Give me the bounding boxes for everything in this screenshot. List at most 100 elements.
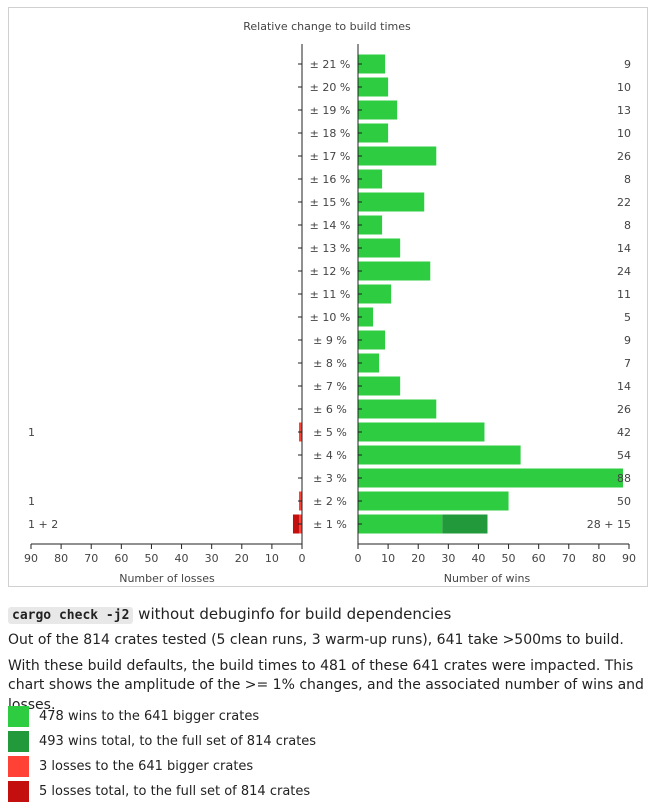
caption-title-rest: without debuginfo for build dependencies (133, 605, 452, 623)
win-bar (358, 330, 386, 350)
left-x-tick-label: 90 (24, 552, 38, 565)
win-bar (358, 514, 443, 534)
caption-title: cargo check -j2 without debuginfo for bu… (8, 604, 653, 625)
win-extra-bar (442, 514, 488, 534)
right-x-tick-label: 40 (471, 552, 485, 565)
category-label: ± 16 % (310, 173, 351, 186)
win-bar (358, 422, 485, 442)
category-label: ± 13 % (310, 242, 351, 255)
legend-label: 3 losses to the 641 bigger crates (39, 759, 254, 774)
win-count-label: 42 (617, 426, 631, 439)
win-count-label: 9 (624, 334, 631, 347)
win-bar (358, 445, 521, 465)
right-x-tick-label: 80 (592, 552, 606, 565)
category-label: ± 12 % (310, 265, 351, 278)
legend-item: 5 losses total, to the full set of 814 c… (8, 779, 316, 804)
category-label: ± 4 % (313, 449, 347, 462)
right-x-tick-label: 90 (622, 552, 636, 565)
left-x-tick-label: 70 (84, 552, 98, 565)
win-count-label: 10 (617, 81, 631, 94)
category-label: ± 14 % (310, 219, 351, 232)
loss-extra-bar (292, 514, 299, 534)
category-label: ± 15 % (310, 196, 351, 209)
left-x-tick-label: 50 (144, 552, 158, 565)
win-bar (358, 215, 383, 235)
category-label: ± 6 % (313, 403, 347, 416)
left-x-tick-label: 80 (54, 552, 68, 565)
win-bar (358, 100, 398, 120)
loss-count-label: 1 (28, 495, 35, 508)
loss-count-label: 1 + 2 (28, 518, 58, 531)
win-count-label: 54 (617, 449, 631, 462)
legend-label: 493 wins total, to the full set of 814 c… (39, 734, 317, 749)
win-bar (358, 491, 509, 511)
category-label: ± 1 % (313, 518, 347, 531)
legend: 478 wins to the 641 bigger crates 493 wi… (8, 704, 316, 804)
win-count-label: 8 (624, 219, 631, 232)
win-bar (358, 192, 425, 212)
left-x-tick-label: 40 (175, 552, 189, 565)
win-count-label: 88 (617, 472, 631, 485)
legend-swatch (8, 781, 29, 802)
chart-container: Relative change to build times ± 21 % 9 ± … (8, 7, 648, 587)
right-x-tick-label: 10 (381, 552, 395, 565)
left-x-tick-label: 0 (299, 552, 306, 565)
build-times-chart: Relative change to build times ± 21 % 9 ± … (24, 20, 636, 585)
chart-title: Relative change to build times (243, 20, 411, 33)
win-count-label: 9 (624, 58, 631, 71)
legend-item: 493 wins total, to the full set of 814 c… (8, 729, 316, 754)
category-label: ± 20 % (310, 81, 351, 94)
left-x-tick-label: 30 (205, 552, 219, 565)
win-bar (358, 284, 392, 304)
legend-item: 3 losses to the 641 bigger crates (8, 754, 316, 779)
right-x-tick-label: 30 (441, 552, 455, 565)
win-count-label: 26 (617, 150, 631, 163)
right-x-tick-label: 60 (532, 552, 546, 565)
category-label: ± 10 % (310, 311, 351, 324)
win-bar (358, 146, 437, 166)
right-axis-label: Number of wins (444, 572, 531, 585)
win-count-label: 28 + 15 (587, 518, 631, 531)
win-bar (358, 353, 380, 373)
left-x-tick-label: 10 (265, 552, 279, 565)
win-count-label: 10 (617, 127, 631, 140)
legend-swatch (8, 731, 29, 752)
win-count-label: 13 (617, 104, 631, 117)
win-count-label: 5 (624, 311, 631, 324)
command-code: cargo check -j2 (8, 607, 134, 624)
win-count-label: 11 (617, 288, 631, 301)
right-x-tick-label: 50 (502, 552, 516, 565)
category-label: ± 8 % (313, 357, 347, 370)
legend-label: 478 wins to the 641 bigger crates (39, 709, 260, 724)
win-bar (358, 468, 623, 488)
left-x-tick-label: 60 (114, 552, 128, 565)
category-label: ± 9 % (313, 334, 347, 347)
caption-line-1: Out of the 814 crates tested (5 clean ru… (8, 632, 624, 649)
category-label: ± 2 % (313, 495, 347, 508)
caption-line-2: With these build defaults, the build tim… (8, 657, 644, 713)
left-axis-label: Number of losses (119, 572, 215, 585)
win-count-label: 24 (617, 265, 631, 278)
win-count-label: 7 (624, 357, 631, 370)
win-count-label: 26 (617, 403, 631, 416)
win-bar (358, 307, 374, 327)
category-label: ± 5 % (313, 426, 347, 439)
legend-swatch (8, 756, 29, 777)
left-x-tick-label: 20 (235, 552, 249, 565)
win-count-label: 14 (617, 242, 631, 255)
win-count-label: 22 (617, 196, 631, 209)
category-label: ± 11 % (310, 288, 351, 301)
legend-label: 5 losses total, to the full set of 814 c… (39, 784, 311, 799)
chart-caption: cargo check -j2 without debuginfo for bu… (8, 604, 653, 722)
category-label: ± 18 % (310, 127, 351, 140)
category-label: ± 17 % (310, 150, 351, 163)
right-x-tick-label: 0 (355, 552, 362, 565)
win-bar (358, 399, 437, 419)
category-label: ± 7 % (313, 380, 347, 393)
win-count-label: 14 (617, 380, 631, 393)
legend-item: 478 wins to the 641 bigger crates (8, 704, 316, 729)
win-bar (358, 123, 389, 143)
win-count-label: 8 (624, 173, 631, 186)
category-label: ± 21 % (310, 58, 351, 71)
win-bar (358, 376, 401, 396)
